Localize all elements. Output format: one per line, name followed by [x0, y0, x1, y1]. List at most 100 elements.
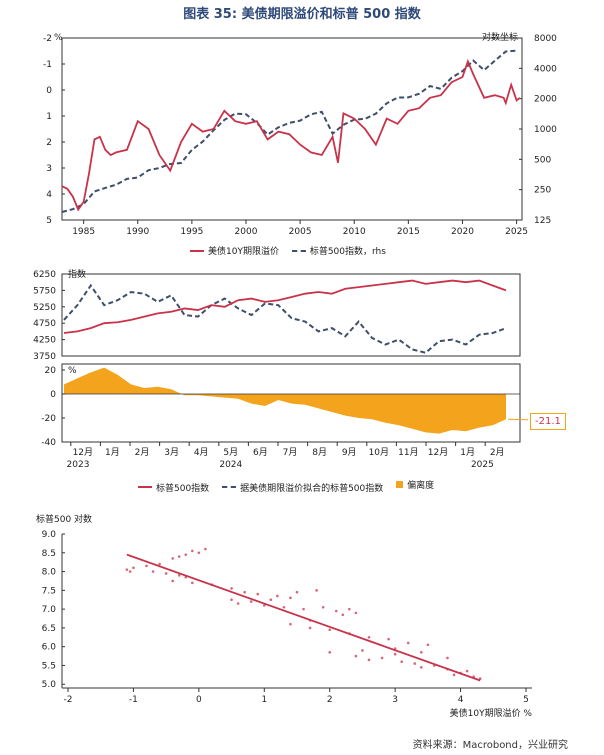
- scatter-point: [446, 656, 449, 660]
- scatter-point: [354, 611, 358, 615]
- chart-term-premium-vs-spx: -2 -1 0 1 2 3 4 5 8000 4000 2000 1000 500 250 125 1985 1…: [43, 31, 557, 237]
- chart3-year-label: 2023: [67, 460, 90, 470]
- chart1-left-tick-label: 0: [46, 86, 52, 96]
- chart3-x-tick-label: 2月: [490, 447, 505, 458]
- chart1-right-tick-label: 125: [534, 216, 551, 226]
- chart1-x-tick-label: 2005: [289, 227, 312, 237]
- chart4-y-tick-label: 6.5: [42, 624, 56, 634]
- chart1-x-tick-label: 1990: [126, 227, 149, 237]
- legend-item-term-premium: 美债10Y期限溢价: [190, 244, 279, 257]
- chart3-x-tick-label: 1月: [105, 447, 120, 458]
- scatter-point: [426, 643, 430, 647]
- scatter-point: [249, 600, 253, 603]
- chart4-y-tick-label: 6.0: [42, 643, 57, 653]
- callout-leader: [507, 418, 529, 421]
- scatter-point: [328, 628, 332, 632]
- scatter-point: [204, 547, 207, 551]
- scatter-point: [171, 557, 174, 560]
- scatter-point: [393, 652, 397, 656]
- chart2-plot-frame: [61, 273, 521, 357]
- scatter-point: [413, 662, 417, 665]
- chart2-y-tick-label: 4250: [33, 336, 56, 346]
- scatter-point: [367, 658, 371, 662]
- scatter-point: [367, 635, 371, 639]
- chart3-x-tick-label: 6月: [253, 447, 268, 458]
- scatter-point: [282, 605, 286, 609]
- scatter-point: [132, 566, 135, 570]
- source-note: 资料来源：Macrobond，兴业研究: [412, 740, 568, 751]
- scatter-point: [334, 609, 338, 613]
- chart4-x-tick-label: 1: [261, 695, 267, 705]
- series-line-fitted: [63, 283, 507, 354]
- chart1-right-tick-label: 8000: [534, 34, 557, 44]
- chart4-y-tick-label: 8.5: [42, 549, 56, 559]
- scatter-point: [328, 651, 332, 654]
- chart1-x-tick-label: 2000: [235, 227, 258, 237]
- scatter-point: [465, 669, 469, 673]
- chart3-y-tick-label: -40: [41, 438, 56, 448]
- chart4-y-tick-label: 8.0: [42, 568, 57, 578]
- chart4-y-tick-label: 5.5: [42, 661, 56, 671]
- chart1-left-tick-label: -1: [43, 60, 52, 70]
- chart3-x-tick-label: 2月: [135, 447, 150, 458]
- chart2-y-unit: 指数: [68, 268, 86, 280]
- scatter-point: [164, 572, 168, 575]
- scatter-point: [400, 660, 403, 664]
- scatter-point: [269, 598, 273, 602]
- scatter-point: [295, 590, 299, 594]
- chart2-y-tick-label: 6250: [33, 270, 56, 280]
- chart1-right-tick-label: 500: [534, 155, 551, 165]
- chart3-x-tick-label: 12月: [73, 447, 93, 458]
- chart1-x-tick-label: 1985: [72, 227, 95, 237]
- chart1-left-tick-label: -2: [43, 34, 52, 44]
- chart-scatter-regression: 9.0 8.5 8.0 7.5 7.0 6.5 6.0 5.5 5.0 -2 -1 0 1 2 3 4 5 标普5…: [36, 513, 533, 719]
- chart1-x-tick-label: 2015: [397, 227, 420, 237]
- chart3-x-tick-label: 10月: [369, 447, 389, 458]
- chart1-left-unit: %: [54, 33, 63, 43]
- scatter-point: [420, 666, 423, 669]
- regression-line: [126, 553, 481, 682]
- scatter-point: [243, 590, 246, 594]
- chart4-y-label: 标普500 对数: [36, 513, 92, 525]
- legend-item-spx-rhs: 标普500指数，rhs: [291, 244, 386, 257]
- chart1-left-tick-label: 5: [46, 216, 52, 226]
- chart3-x-tick-label: 4月: [194, 447, 209, 458]
- chart3-y-tick-label: 0: [50, 390, 56, 400]
- chart1-right-tick-label: 2000: [534, 95, 557, 105]
- legend-item-deviation: 偏离度: [396, 478, 434, 491]
- chart4-x-tick-label: 4: [458, 695, 464, 705]
- scatter-point: [128, 570, 132, 573]
- chart3-y-tick-label: -20: [41, 414, 56, 424]
- chart1-x-tick-label: 2010: [343, 227, 366, 237]
- scatter-point: [236, 602, 240, 605]
- chart3-year-label: 2025: [471, 460, 494, 470]
- chart1-left-tick-label: 3: [46, 164, 52, 174]
- scatter-point: [354, 654, 358, 658]
- scatter-point: [191, 581, 194, 585]
- chart4-y-tick-label: 7.5: [42, 586, 56, 596]
- chart3-x-tick-label: 11月: [398, 447, 418, 458]
- scatter-point: [387, 637, 390, 641]
- scatter-point: [197, 551, 201, 555]
- chart4-x-label: 美债10Y期限溢价 %: [450, 707, 533, 719]
- scatter-point: [380, 656, 384, 660]
- chart3-y-tick-label: 20: [45, 366, 57, 376]
- scatter-point: [478, 677, 482, 680]
- scatter-point: [315, 589, 318, 592]
- chart1-left-tick-label: 2: [46, 138, 52, 148]
- chart2-y-tick-label: 4750: [33, 319, 56, 329]
- scatter-point: [341, 613, 345, 617]
- scatter-point: [230, 587, 233, 590]
- scatter-point: [177, 574, 181, 577]
- chart4-y-tick-label: 9.0: [42, 530, 57, 540]
- chart1-legend: 美债10Y期限溢价 标普500指数，rhs: [190, 244, 396, 257]
- chart3-x-tick-label: 3月: [164, 447, 179, 458]
- chart3-x-tick-label: 5月: [223, 447, 238, 458]
- chart4-x-tick-label: 2: [327, 695, 333, 705]
- chart4-x-tick-label: -2: [64, 695, 73, 705]
- chart4-x-tick-label: 0: [196, 695, 202, 705]
- chart-spx-vs-fitted: 6250 5750 5250 4750 4250 3750 指数: [33, 268, 521, 362]
- chart1-x-tick-label: 2025: [505, 227, 528, 237]
- deviation-callout: -21.1: [530, 413, 566, 430]
- series-line-spx: [61, 49, 517, 213]
